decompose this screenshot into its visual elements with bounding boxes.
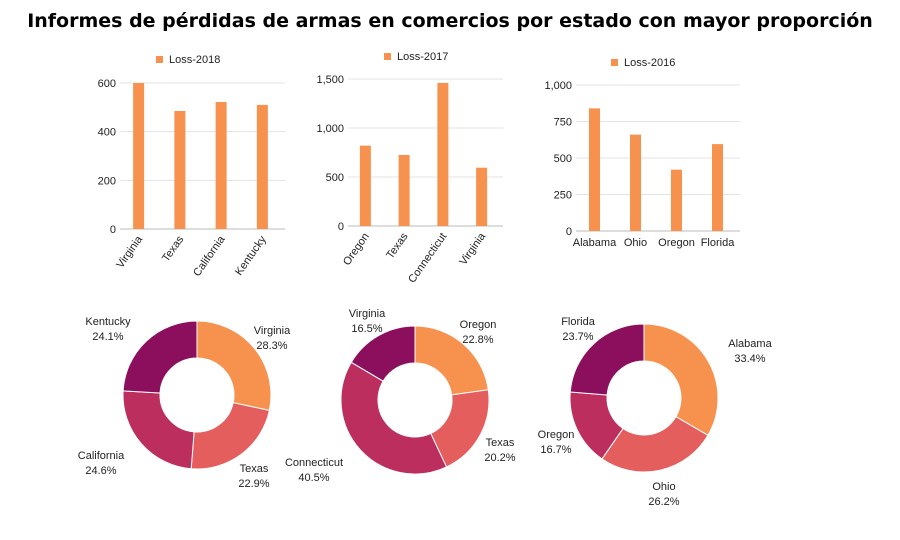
slice-label: Florida [561,316,596,328]
x-tick-label: Texas [160,233,187,264]
bar [256,104,268,229]
slice-value: 24.1% [92,331,123,343]
pie-slice [340,361,448,475]
pie-slice [350,325,416,382]
legend-label: Loss-2016 [624,57,675,69]
x-tick-label: Texas [384,230,411,261]
bar [215,101,227,229]
y-tick-label: 1,500 [316,74,344,86]
slice-label: Connecticut [285,457,343,469]
x-tick-label: Connecticut [406,231,449,285]
legend-swatch [611,59,618,66]
slice-value: 24.6% [85,465,116,477]
y-tick-label: 0 [566,226,572,238]
slice-value: 22.8% [462,334,493,346]
x-tick-label: Kentucky [233,233,269,277]
x-tick-label: Ohio [624,237,647,249]
x-tick-label: Oregon [341,231,372,268]
x-tick-label: Florida [701,237,736,249]
pie-slice [122,320,198,394]
slice-label: Texas [240,463,269,475]
bar [133,83,145,229]
y-tick-label: 200 [98,175,116,187]
legend-label: Loss-2018 [169,54,220,66]
slice-label: Ohio [652,481,675,493]
slice-label: Oregon [460,319,497,331]
slice-value: 16.7% [540,444,571,456]
x-tick-label: Virginia [114,233,145,270]
bar [437,82,449,226]
y-tick-label: 400 [98,127,116,139]
x-tick-label: Oregon [658,237,695,249]
pie-slice [122,390,195,470]
slice-value: 26.2% [648,496,679,508]
y-tick-label: 600 [98,78,116,90]
y-tick-label: 1,000 [316,123,344,135]
bar [630,134,641,231]
y-tick-label: 0 [110,224,116,236]
y-tick-label: 500 [326,172,344,184]
bar [398,154,410,226]
bar [359,145,371,226]
legend-label: Loss-2017 [397,51,448,63]
slice-value: 16.5% [351,323,382,335]
slice-value: 20.2% [484,452,515,464]
slice-value: 40.5% [298,472,329,484]
slice-value: 23.7% [562,331,593,343]
slice-value: 33.4% [734,353,765,365]
slice-value: 22.9% [238,478,269,490]
slice-label: California [78,450,125,462]
bar [712,144,723,231]
bar [476,167,488,226]
y-tick-label: 1,000 [544,80,572,92]
slice-label: Kentucky [85,316,131,328]
bar [589,108,600,231]
pie-slice [190,402,270,470]
bar [671,169,682,231]
legend-swatch [384,53,391,60]
pie-slice [643,323,719,436]
chart-title: Informes de pérdidas de armas en comerci… [27,10,873,32]
y-tick-label: 500 [554,153,572,165]
y-tick-label: 0 [338,221,344,233]
x-tick-label: Alabama [573,237,617,249]
bar [174,110,186,229]
pie-slice [196,320,272,411]
slice-label: Virginia [254,325,291,337]
slice-label: Alabama [728,338,772,350]
slice-label: Oregon [538,429,575,441]
pie-slice [569,323,645,396]
x-tick-label: California [191,233,228,279]
x-tick-label: Virginia [457,230,488,267]
y-tick-label: 750 [554,117,572,129]
y-tick-label: 250 [554,190,572,202]
slice-value: 28.3% [256,340,287,352]
slice-label: Texas [486,437,515,449]
slice-label: Virginia [349,308,386,320]
legend-swatch [156,56,163,63]
